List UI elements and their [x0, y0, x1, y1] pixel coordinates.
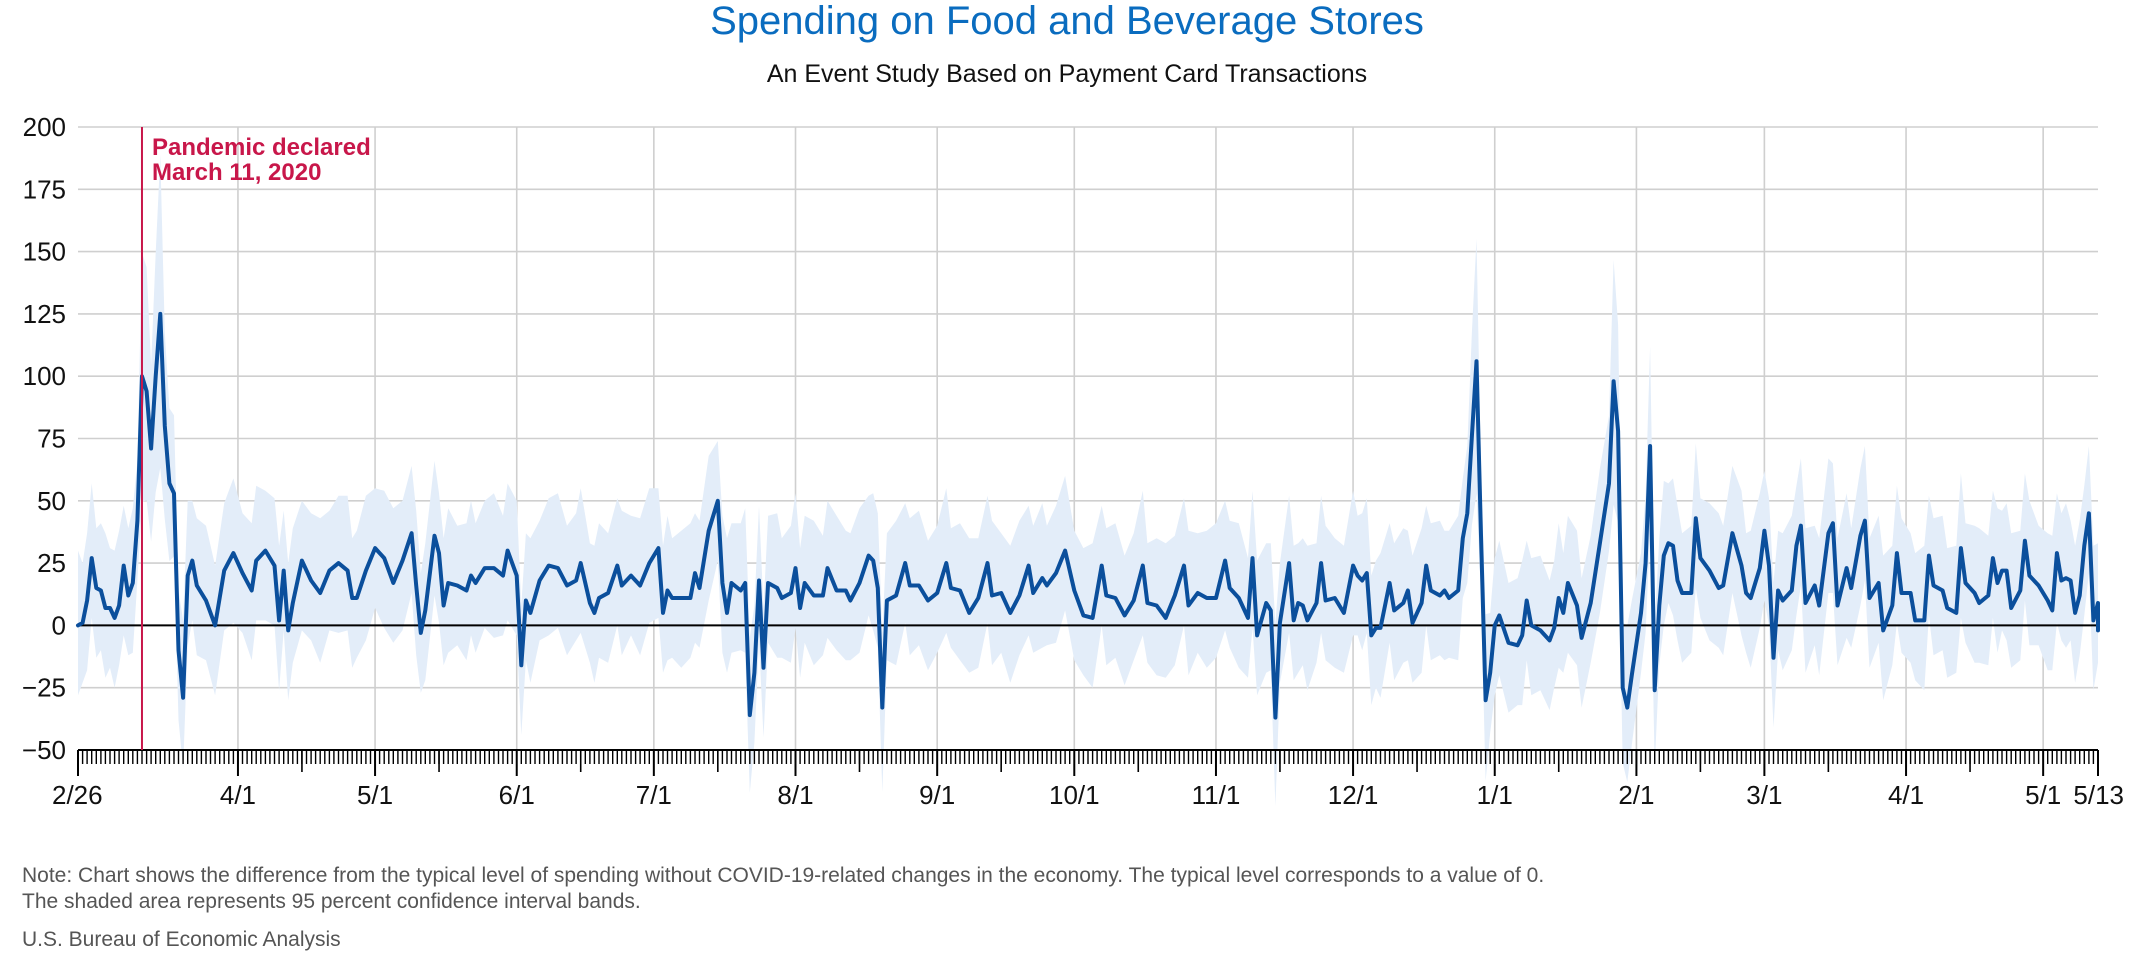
y-tick-label: 50 [37, 486, 66, 516]
x-tick-label: 11/1 [1192, 780, 1241, 810]
x-tick-label: 6/1 [499, 780, 535, 810]
x-tick-label: 10/1 [1049, 780, 1100, 810]
chart-subtitle: An Event Study Based on Payment Card Tra… [767, 60, 1367, 88]
x-tick-label: 5/1 [357, 780, 393, 810]
x-tick-label: 5/1 [2025, 780, 2061, 810]
x-tick-label: 12/1 [1328, 780, 1379, 810]
y-tick-label: 175 [23, 174, 66, 204]
y-tick-label: 200 [23, 112, 66, 142]
series-line [76, 311, 2100, 720]
y-tick-label: 75 [37, 424, 66, 454]
x-tick-label: 2/1 [1618, 780, 1654, 810]
y-axis-tick-labels: 200 175 150 125 100 75 50 25 0 −25 −50 [22, 112, 66, 765]
x-tick-label: 5/13 [2073, 780, 2124, 810]
chart-title: Spending on Food and Beverage Stores [710, 0, 1424, 43]
y-tick-label: 125 [23, 299, 66, 329]
chart-source: U.S. Bureau of Economic Analysis [22, 928, 341, 951]
y-tick-label: 0 [52, 610, 66, 640]
confidence-band [78, 155, 2098, 807]
pandemic-annotation: Pandemic declared March 11, 2020 [140, 127, 371, 750]
y-tick-label: −25 [22, 673, 66, 703]
x-tick-label: 4/1 [1888, 780, 1924, 810]
x-tick-label: 8/1 [777, 780, 813, 810]
x-axis [77, 749, 2099, 776]
confidence-band-layer [78, 155, 2098, 807]
x-tick-label: 7/1 [636, 780, 672, 810]
x-axis-day-ticks [77, 750, 2099, 764]
annotation-line-1: Pandemic declared [152, 134, 371, 161]
x-tick-label: 4/1 [220, 780, 256, 810]
series-line-layer [76, 311, 2100, 720]
y-tick-label: 150 [23, 237, 66, 267]
y-tick-label: 25 [37, 548, 66, 578]
x-tick-label: 2/26 [52, 780, 103, 810]
chart-note-line-2: The shaded area represents 95 percent co… [22, 890, 641, 913]
x-axis-tick-labels: 2/26 4/1 5/1 6/1 7/1 8/1 9/1 10/1 11/1 12/1 1/1 2/1… [52, 780, 2124, 810]
y-tick-label: 100 [23, 361, 66, 391]
x-tick-label: 9/1 [919, 780, 955, 810]
x-tick-label: 3/1 [1746, 780, 1782, 810]
y-tick-label: −50 [22, 735, 66, 765]
chart-note-line-1: Note: Chart shows the difference from th… [22, 864, 1544, 887]
annotation-line-2: March 11, 2020 [152, 159, 321, 186]
x-tick-label: 1/1 [1477, 780, 1513, 810]
